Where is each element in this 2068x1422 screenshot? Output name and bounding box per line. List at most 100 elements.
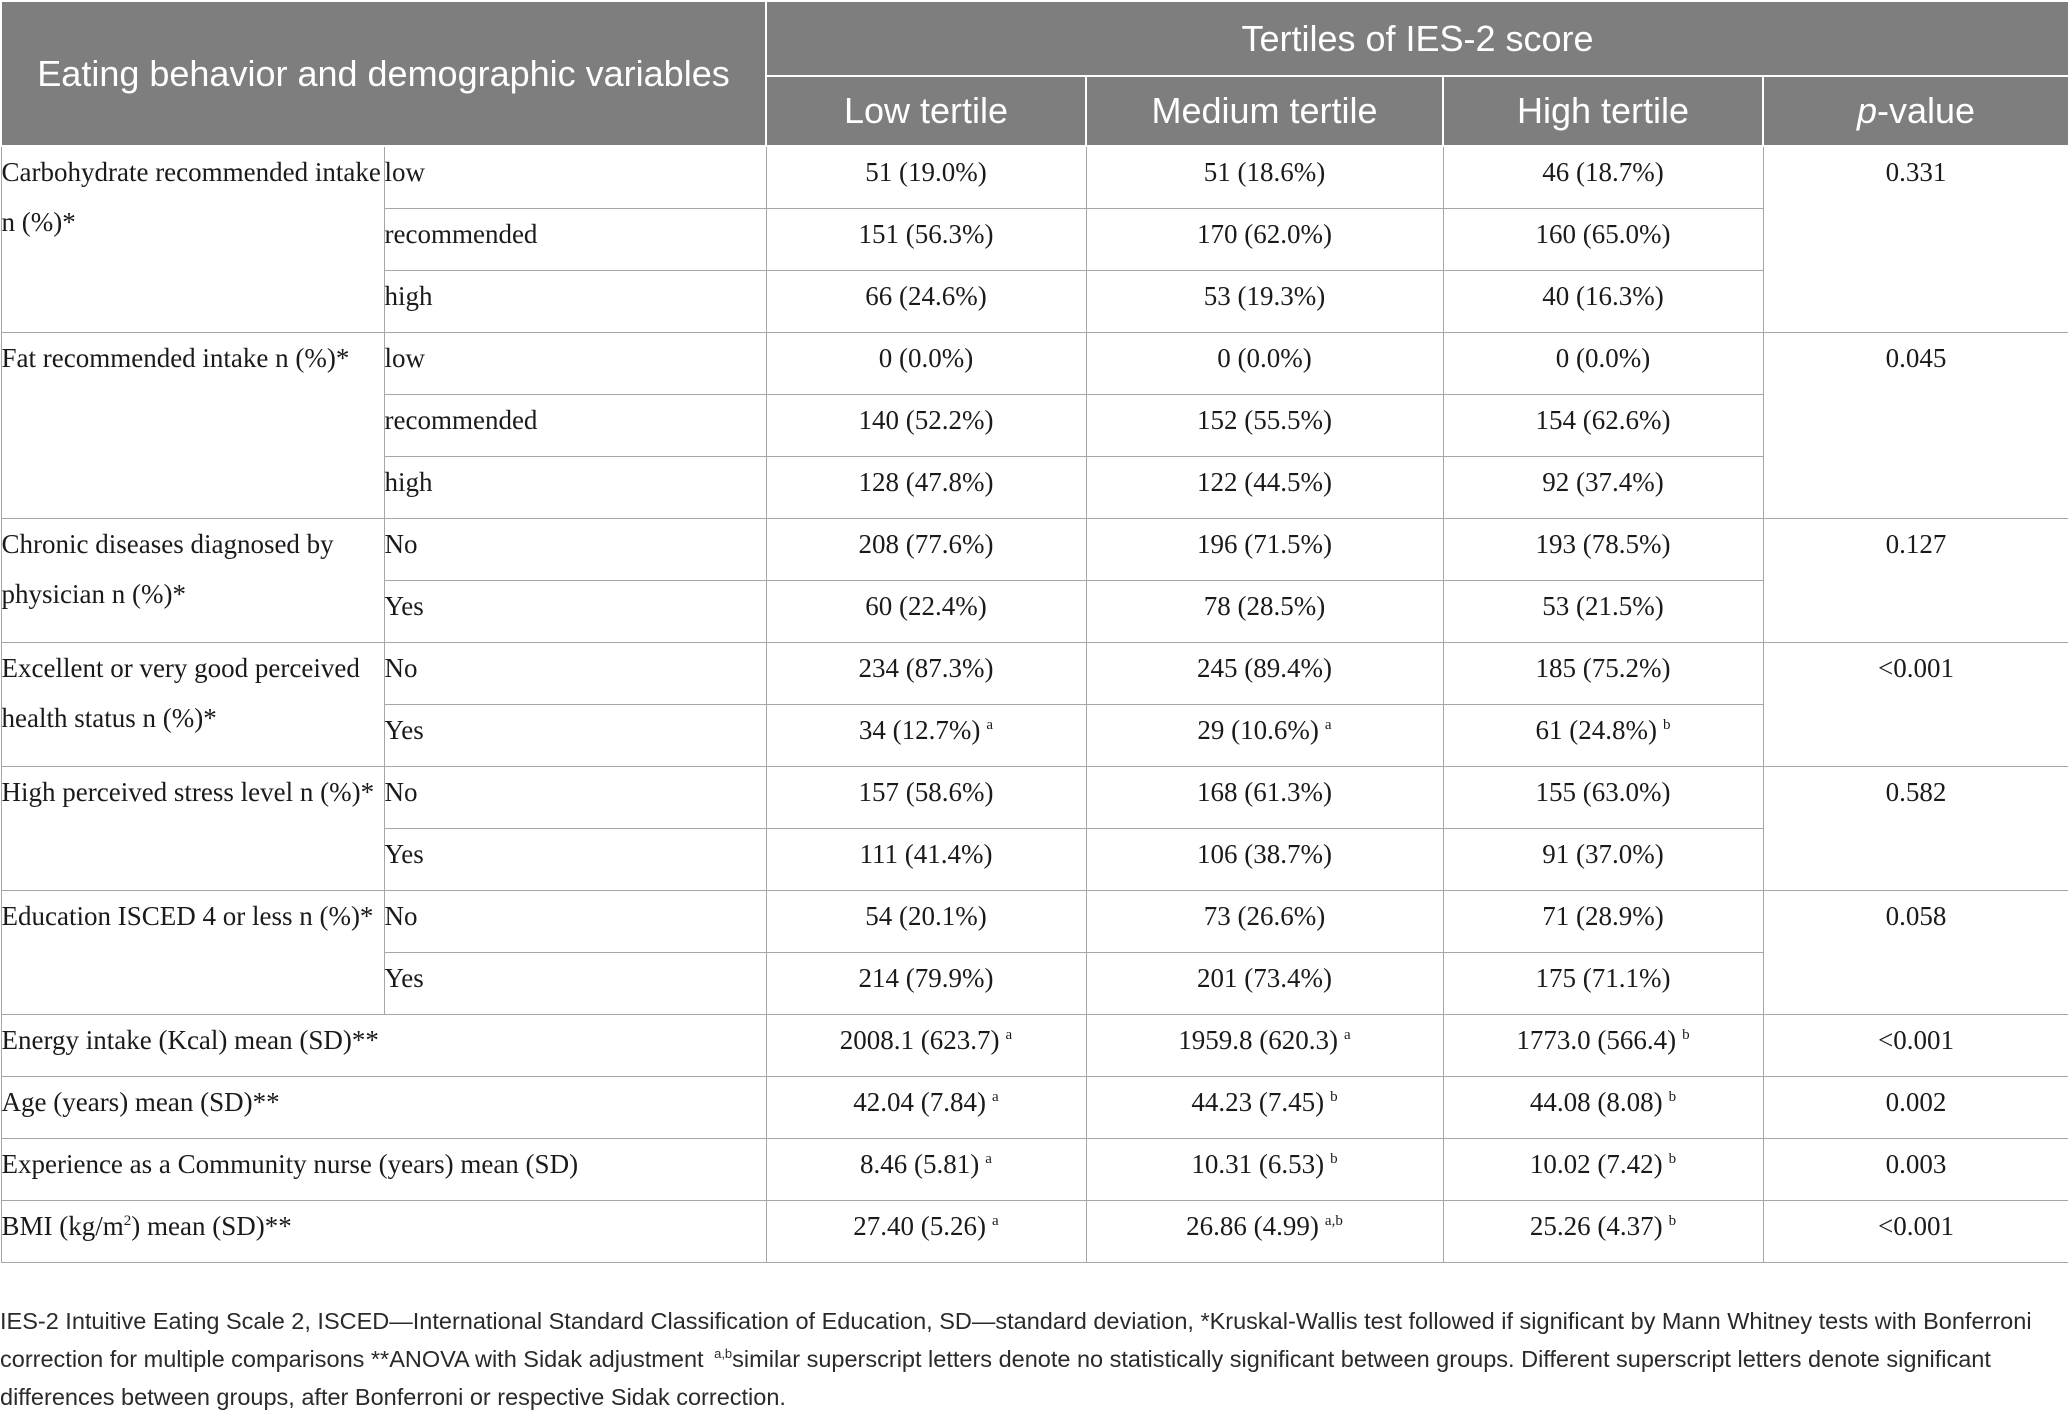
low-tertile-cell-superscript: a [992,1213,999,1229]
medium-tertile-cell: 44.23 (7.45) b [1085,1076,1444,1139]
medium-tertile-cell: 1959.8 (620.3) a [1085,1014,1444,1077]
low-tertile-cell: 42.04 (7.84) a [765,1076,1087,1139]
p-value-cell: <0.001 [1762,642,2068,767]
medium-tertile-cell-value: 10.31 (6.53) [1191,1149,1325,1179]
low-tertile-cell-value: 234 (87.3%) [858,653,994,683]
header-medium-tertile: Medium tertile [1085,75,1444,147]
category-label: high [383,270,767,333]
low-tertile-cell-value: 208 (77.6%) [858,529,994,559]
header-high-tertile: High tertile [1442,75,1764,147]
low-tertile-cell: 111 (41.4%) [765,828,1087,891]
high-tertile-cell-value: 154 (62.6%) [1535,405,1671,435]
table-row: high 128 (47.8%) 122 (44.5%) 92 (37.4%) [1,456,2068,519]
medium-tertile-cell-value: 44.23 (7.45) [1191,1087,1325,1117]
medium-tertile-cell-value: 0 (0.0%) [1217,343,1312,373]
medium-tertile-cell: 196 (71.5%) [1085,518,1444,581]
medium-tertile-cell-value: 78 (28.5%) [1203,591,1326,621]
low-tertile-cell-value: 0 (0.0%) [878,343,974,373]
high-tertile-cell: 25.26 (4.37) b [1442,1200,1764,1263]
table-row: BMI (kg/m2) mean (SD)** 27.40 (5.26) a 26.8… [0,1200,2068,1263]
row-label-text: Energy intake (Kcal) mean (SD)** [1,1025,379,1055]
medium-tertile-cell: 152 (55.5%) [1085,394,1444,457]
high-tertile-cell-superscript: b [1668,1213,1677,1229]
medium-tertile-cell: 53 (19.3%) [1085,270,1444,333]
low-tertile-cell: 60 (22.4%) [765,580,1087,643]
low-tertile-cell-value: 8.46 (5.81) [860,1149,980,1179]
table-row: Education ISCED 4 or less n (%)* No 54 (20… [0,890,2068,1015]
low-tertile-cell-value: 54 (20.1%) [865,901,987,931]
high-tertile-cell-value: 0 (0.0%) [1555,343,1651,373]
low-tertile-cell-superscript: a [985,1151,992,1167]
category-label: Yes [383,704,767,767]
row-label-text: Age (years) mean (SD)** [1,1087,280,1117]
footnote-part1: IES-2 Intuitive Eating Scale 2, ISCED—In… [0,1308,2032,1372]
medium-tertile-cell-value: 26.86 (4.99) [1186,1211,1319,1241]
high-tertile-cell: 10.02 (7.42) b [1442,1138,1764,1201]
group-label: Chronic diseases diagnosed by physician … [0,518,385,643]
row-label: Age (years) mean (SD)** [0,1076,767,1139]
low-tertile-cell-value: 51 (19.0%) [865,157,987,187]
low-tertile-cell: 54 (20.1%) [765,890,1087,953]
high-tertile-cell-value: 40 (16.3%) [1542,281,1664,311]
low-tertile-cell: 66 (24.6%) [765,270,1087,333]
p-value-cell: 0.582 [1762,766,2068,891]
high-tertile-cell-superscript: b [1668,1089,1677,1105]
high-tertile-cell: 154 (62.6%) [1442,394,1764,457]
p-value-cell: 0.003 [1762,1138,2068,1201]
group-label: Excellent or very good perceived health … [0,642,385,767]
high-tertile-cell-value: 155 (63.0%) [1535,777,1671,807]
table-row: Experience as a Community nurse (years) … [0,1138,2068,1201]
low-tertile-cell-value: 27.40 (5.26) [853,1211,987,1241]
low-tertile-cell-superscript: a [992,1089,999,1105]
low-tertile-cell-value: 214 (79.9%) [858,963,994,993]
table-row: Age (years) mean (SD)** 42.04 (7.84) a 44.2… [0,1076,2068,1139]
header-tertiles-title: Tertiles of IES-2 score [765,0,2068,77]
medium-tertile-cell: 73 (26.6%) [1085,890,1444,953]
high-tertile-cell-value: 61 (24.8%) [1535,715,1657,745]
low-tertile-cell: 157 (58.6%) [765,766,1087,829]
p-letter: p [1856,90,1877,131]
category-label: low [383,332,767,395]
low-tertile-cell-value: 66 (24.6%) [865,281,987,311]
low-tertile-cell: 34 (12.7%) a [765,704,1087,767]
category-label: Yes [383,580,767,643]
high-tertile-cell: 53 (21.5%) [1442,580,1764,643]
table-row: Fat recommended intake n (%)* low 0 (0.0%)… [0,332,2068,519]
category-label: No [383,766,767,829]
high-tertile-cell-value: 44.08 (8.08) [1529,1087,1663,1117]
p-value-cell: 0.127 [1762,518,2068,643]
category-label: No [383,518,767,581]
medium-tertile-cell-value: 29 (10.6%) [1197,715,1319,745]
medium-tertile-cell-superscript: a,b [1324,1213,1343,1229]
high-tertile-cell-value: 10.02 (7.42) [1529,1149,1663,1179]
low-tertile-cell-value: 157 (58.6%) [858,777,994,807]
low-tertile-cell: 140 (52.2%) [765,394,1087,457]
medium-tertile-cell: 170 (62.0%) [1085,208,1444,271]
row-label-post: ) mean (SD)** [131,1211,292,1241]
high-tertile-cell-value: 160 (65.0%) [1535,219,1671,249]
p-value-cell: 0.058 [1762,890,2068,1015]
low-tertile-cell-value: 34 (12.7%) [858,715,981,745]
category-label: recommended [383,394,767,457]
header-variables: Eating behavior and demographic variable… [0,0,767,147]
group-label: Carbohydrate recommended intake n (%)* [0,145,385,333]
category-label: Yes [383,952,767,1015]
high-tertile-cell: 0 (0.0%) [1442,332,1764,395]
medium-tertile-cell: 10.31 (6.53) b [1085,1138,1444,1201]
high-tertile-cell-value: 91 (37.0%) [1542,839,1664,869]
low-tertile-cell-value: 111 (41.4%) [859,839,993,869]
medium-tertile-cell-value: 51 (18.6%) [1203,157,1326,187]
table-row: Excellent or very good perceived health … [0,642,2068,767]
group-label: Fat recommended intake n (%)* [0,332,385,519]
medium-tertile-cell-superscript: a [1344,1027,1351,1043]
high-tertile-cell: 91 (37.0%) [1442,828,1764,891]
low-tertile-cell: 234 (87.3%) [765,642,1087,705]
low-tertile-cell: 51 (19.0%) [765,145,1087,209]
low-tertile-cell-value: 140 (52.2%) [858,405,994,435]
low-tertile-cell: 2008.1 (623.7) a [765,1014,1087,1077]
table-row: Yes 214 (79.9%) 201 (73.4%) 175 (71.1%) [1,952,2068,1015]
medium-tertile-cell: 26.86 (4.99) a,b [1085,1200,1444,1263]
medium-tertile-cell-value: 1959.8 (620.3) [1178,1025,1339,1055]
medium-tertile-cell-value: 53 (19.3%) [1203,281,1326,311]
medium-tertile-cell-value: 170 (62.0%) [1197,219,1332,249]
